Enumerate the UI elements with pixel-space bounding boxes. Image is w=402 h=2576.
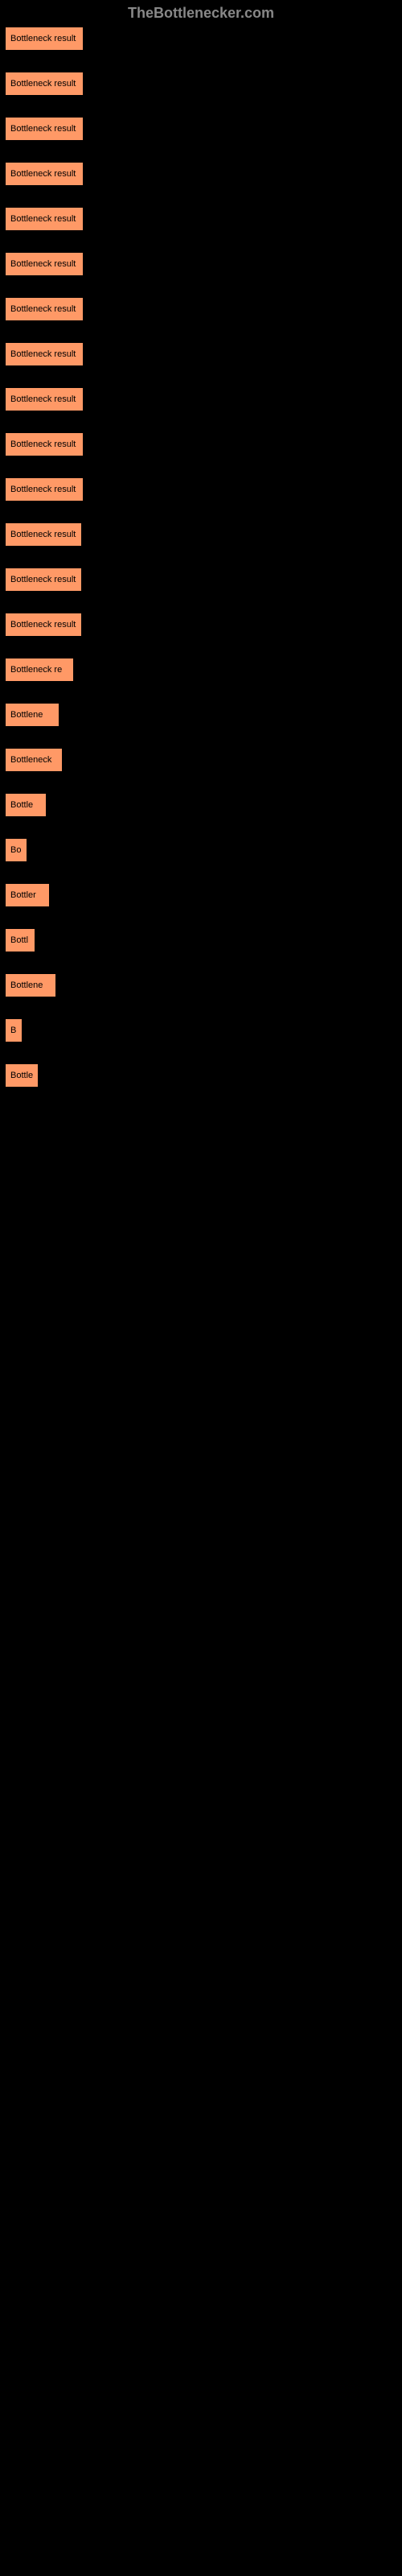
bottleneck-result-link[interactable]: Bottleneck result xyxy=(5,117,84,141)
bottleneck-result-link[interactable]: Bottleneck result xyxy=(5,252,84,276)
bottleneck-result-link[interactable]: Bottleneck result xyxy=(5,297,84,321)
bottleneck-result-link[interactable]: B xyxy=(5,1018,23,1042)
bottleneck-result-link[interactable]: Bottle xyxy=(5,793,47,817)
bottleneck-result-link[interactable]: Bottleneck result xyxy=(5,613,82,637)
bottleneck-result-link[interactable]: Bottlene xyxy=(5,703,59,727)
bottleneck-result-link[interactable]: Bottleneck result xyxy=(5,72,84,96)
bottleneck-result-link[interactable]: Bo xyxy=(5,838,27,862)
bottleneck-result-link[interactable]: Bottlene xyxy=(5,973,56,997)
bottleneck-result-link[interactable]: Bottleneck result xyxy=(5,568,82,592)
header-text: TheBottlenecker.com xyxy=(128,5,274,21)
bottleneck-result-link[interactable]: Bottleneck result xyxy=(5,522,82,547)
bottleneck-result-link[interactable]: Bottleneck xyxy=(5,748,63,772)
bottleneck-result-link[interactable]: Bottleneck result xyxy=(5,207,84,231)
bottleneck-result-link[interactable]: Bottleneck result xyxy=(5,432,84,456)
bottleneck-result-link[interactable]: Bottleneck result xyxy=(5,477,84,502)
bottleneck-result-link[interactable]: Bottleneck result xyxy=(5,27,84,51)
bottleneck-result-link[interactable]: Bottleneck result xyxy=(5,162,84,186)
bottleneck-result-link[interactable]: Bottleneck result xyxy=(5,387,84,411)
bottleneck-result-link[interactable]: Bottl xyxy=(5,928,35,952)
bottleneck-result-link[interactable]: Bottleneck result xyxy=(5,342,84,366)
bottleneck-result-link[interactable]: Bottleneck re xyxy=(5,658,74,682)
page-header: TheBottlenecker.com xyxy=(0,0,402,27)
items-container: Bottleneck result Bottleneck result Bottle… xyxy=(0,27,402,1108)
bottleneck-result-link[interactable]: Bottle xyxy=(5,1063,39,1088)
bottleneck-result-link[interactable]: Bottler xyxy=(5,883,50,907)
